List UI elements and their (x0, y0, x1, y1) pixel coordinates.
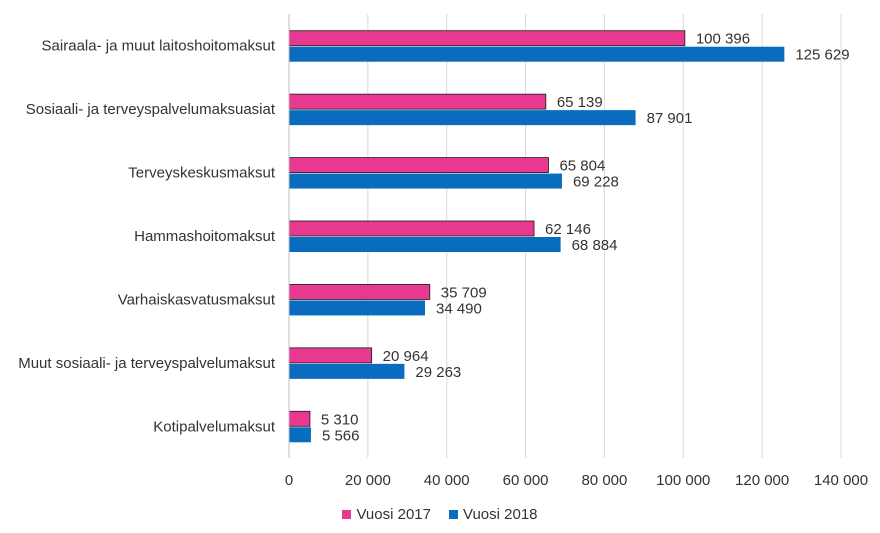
bar-2017-6 (288, 347, 373, 364)
legend-item-series-2: Vuosi 2018 (449, 506, 538, 523)
bar-2018-2 (289, 110, 636, 126)
data-label-2017-1: 100 396 (696, 31, 750, 48)
legend-item-series-1: Vuosi 2017 (342, 506, 431, 523)
bars (288, 30, 785, 443)
legend-swatch-series-1 (342, 510, 352, 519)
data-label-2018-6: 29 263 (415, 364, 461, 381)
x-tick-label-5: 100 000 (656, 472, 710, 489)
category-label-4: Hammashoitomaksut (134, 228, 276, 245)
data-label-2017-4: 62 146 (545, 221, 591, 238)
bar-2018-1 (289, 46, 785, 62)
bar-2017-3 (288, 157, 549, 173)
x-tick-label-4: 80 000 (581, 472, 627, 489)
data-label-2017-2: 65 139 (557, 94, 603, 111)
category-label-1: Sairaala- ja muut laitoshoitomaksut (42, 38, 276, 55)
bar-2018-7 (289, 427, 311, 443)
bar-2017-1 (288, 30, 686, 47)
data-label-2018-7: 5 566 (322, 427, 360, 444)
bar-2018-3 (289, 173, 562, 189)
data-label-2017-6: 20 964 (383, 348, 429, 365)
data-label-2018-2: 87 901 (647, 110, 693, 127)
data-label-2018-3: 69 228 (573, 174, 619, 191)
bar-2018-4 (289, 237, 561, 252)
data-label-2018-5: 34 490 (436, 300, 482, 317)
category-label-7: Kotipalvelumaksut (153, 418, 276, 435)
x-tick-label-6: 120 000 (735, 472, 789, 489)
data-label-2017-5: 35 709 (441, 284, 487, 301)
legend-label-series-2: Vuosi 2018 (463, 506, 538, 523)
bar-2017-5 (288, 284, 431, 300)
bar-2017-7 (288, 410, 311, 427)
legend-label-series-1: Vuosi 2017 (356, 506, 431, 523)
category-label-5: Varhaiskasvatusmaksut (118, 291, 276, 308)
category-label-6: Muut sosiaali- ja terveyspalvelumaksut (18, 355, 276, 372)
legend: Vuosi 2017 Vuosi 2018 (0, 506, 880, 523)
legend-swatch-series-2 (449, 510, 458, 519)
x-tick-label-1: 20 000 (345, 472, 391, 489)
x-tick-label-0: 0 (285, 472, 293, 489)
data-label-2018-4: 68 884 (572, 237, 618, 254)
bar-2018-5 (289, 300, 425, 316)
data-label-2017-3: 65 804 (559, 158, 605, 175)
x-tick-label-3: 60 000 (503, 472, 549, 489)
bar-2018-6 (289, 363, 405, 379)
data-label-2017-7: 5 310 (321, 411, 359, 428)
x-tick-label-7: 140 000 (814, 472, 868, 489)
bar-2017-4 (288, 220, 535, 237)
category-label-2: Sosiaali- ja terveyspalvelumaksuasiat (26, 101, 276, 118)
category-label-3: Terveyskeskusmaksut (128, 165, 276, 182)
labels: 0 20 000 40 000 60 000 80 000 100 000 120 000 1… (18, 31, 868, 489)
bar-2017-2 (288, 93, 547, 110)
data-label-2018-1: 125 629 (795, 47, 849, 64)
x-tick-label-2: 40 000 (424, 472, 470, 489)
